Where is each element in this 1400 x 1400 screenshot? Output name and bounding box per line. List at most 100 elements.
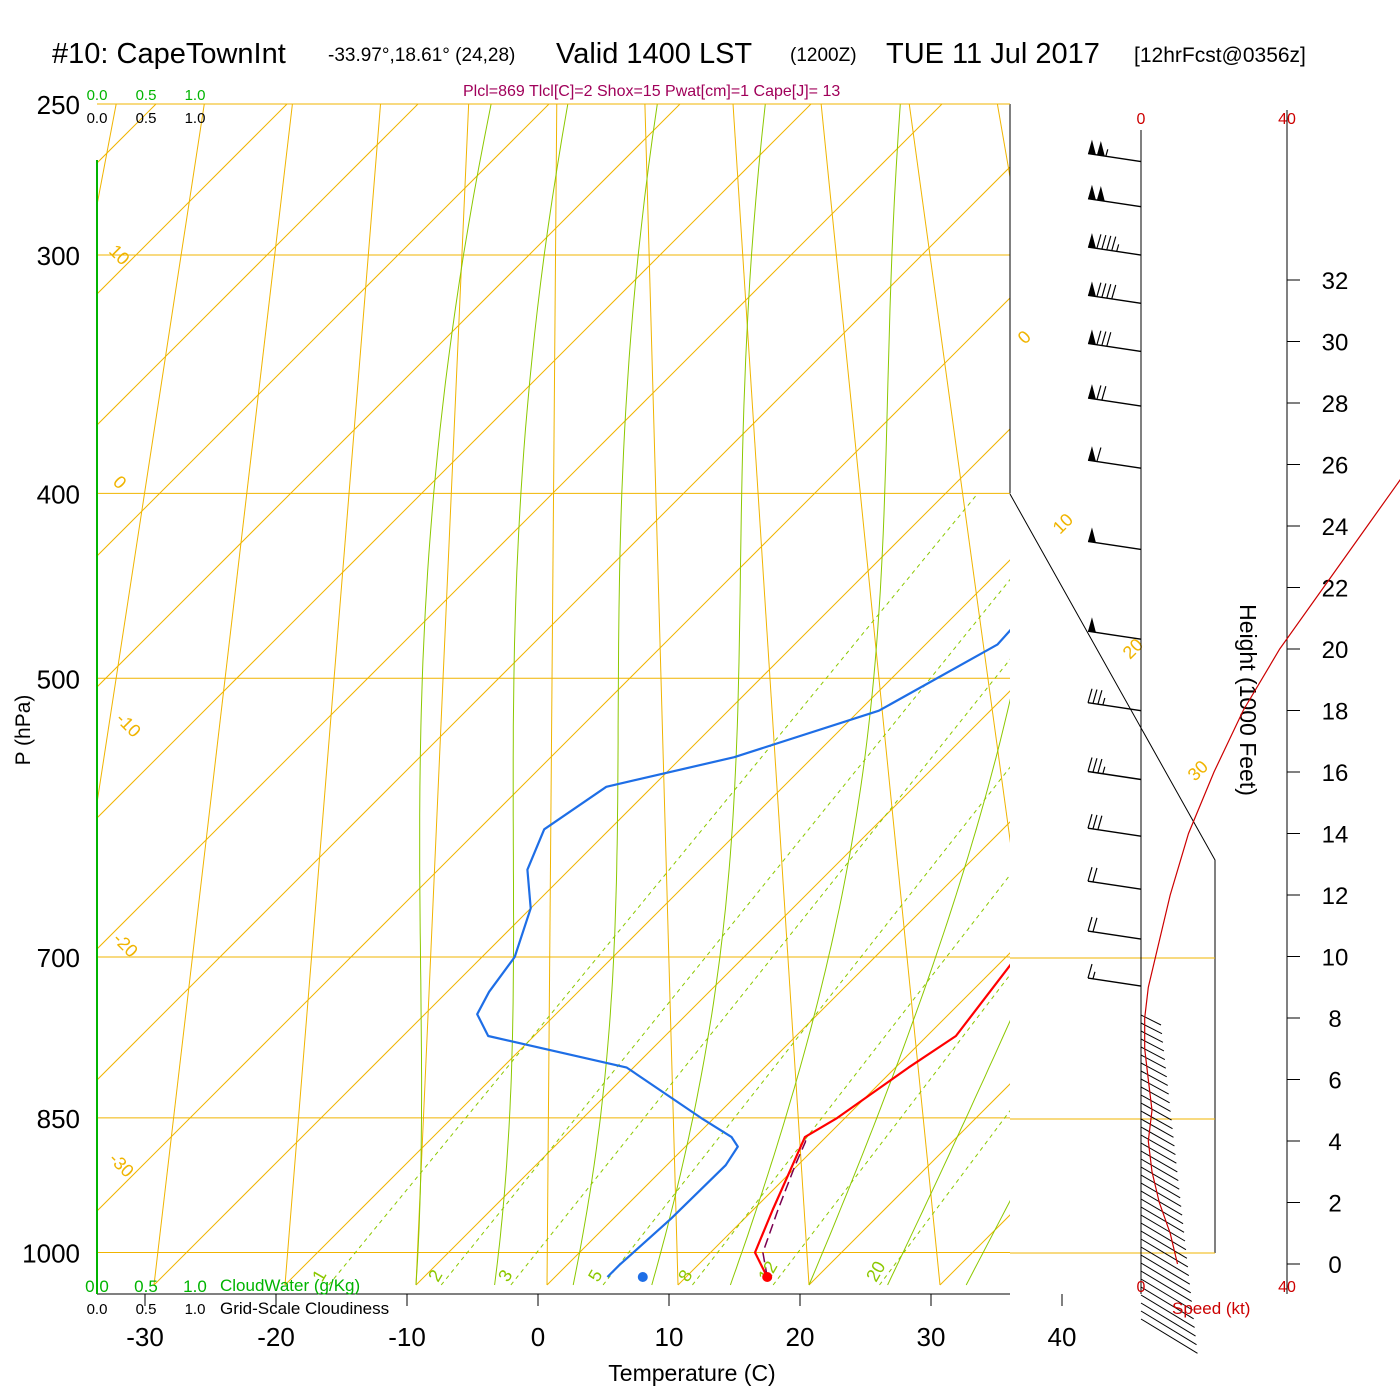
low-level-barb — [1140, 1262, 1192, 1294]
mixing-ratio-label: 20 — [862, 1258, 889, 1285]
dry-adiabat — [644, 104, 679, 1286]
low-level-barb — [1140, 1054, 1167, 1069]
cloudwater-tick-bottom: 0.0 — [85, 1277, 109, 1296]
temp-tick-label: 30 — [917, 1322, 946, 1352]
temp-tick-label: 40 — [1048, 1322, 1077, 1352]
cloudwater-tick-top: 0.0 — [87, 87, 108, 104]
wind-barb-pennant — [1088, 384, 1096, 400]
isotherm-label: 0 — [109, 472, 130, 493]
mixing-ratio-label: 5 — [584, 1266, 606, 1285]
dry-adiabat — [820, 104, 941, 1286]
moist-adiabat — [887, 1019, 1010, 1286]
panel-boundary — [1009, 493, 1216, 1253]
low-level-barb — [1140, 1318, 1198, 1354]
low-level-barb — [1140, 1246, 1190, 1276]
height-axis-label: Height (1000 Feet) — [1235, 604, 1261, 796]
low-level-barb — [1140, 1222, 1187, 1251]
low-level-barb — [1140, 1142, 1177, 1164]
isotherm-20 — [808, 1083, 1010, 1286]
wind-barb-flag — [1092, 814, 1098, 830]
pressure-tick-label: 850 — [37, 1104, 80, 1134]
height-tick-label: 24 — [1322, 514, 1349, 541]
wind-barb-flag — [1087, 867, 1093, 882]
wind-barb-flag — [1087, 688, 1093, 703]
low-level-barb — [1140, 1086, 1170, 1104]
surface-marker — [762, 1271, 773, 1282]
cloudwater-label: CloudWater (g/Kg) — [220, 1276, 360, 1295]
wind-barb-flag — [1087, 963, 1093, 979]
wind-barb-flag — [1092, 867, 1098, 883]
dry-adiabat — [284, 104, 382, 1286]
wind-barb-pennant — [1096, 140, 1105, 157]
dry-adiabat — [546, 104, 558, 1285]
low-level-barb — [1140, 1294, 1195, 1328]
low-level-barb — [1140, 1238, 1189, 1268]
wind-barb-flag — [1097, 758, 1103, 774]
isotherm--40 — [97, 297, 1010, 1212]
low-level-barb — [1140, 1270, 1192, 1302]
wind-barb-pennant — [1088, 139, 1096, 155]
height-tick-label: 16 — [1322, 760, 1349, 787]
cloudwater-tick-bottom: 1.0 — [183, 1277, 207, 1296]
pressure-tick-label: 1000 — [22, 1239, 80, 1269]
height-tick-label: 2 — [1328, 1191, 1341, 1218]
temp-tick-label: -20 — [257, 1322, 295, 1352]
wind-barb-pennant — [1088, 446, 1096, 462]
isotherm--80 — [97, 104, 681, 688]
pressure-tick-label: 500 — [37, 664, 80, 694]
wind-barb-flag — [1087, 757, 1093, 772]
mixing-ratio-line — [510, 658, 1010, 1286]
low-level-barb — [1140, 1126, 1175, 1147]
wind-barb-half — [1092, 971, 1096, 979]
moist-adiabat — [651, 104, 766, 1286]
wind-barb-flag — [1106, 332, 1112, 347]
low-level-barb — [1140, 1174, 1181, 1199]
low-level-barb — [1140, 1062, 1167, 1078]
dry-adiabat — [996, 104, 1010, 180]
isotherm--60 — [97, 104, 943, 950]
low-level-barb — [1140, 1078, 1169, 1095]
height-tick-label: 14 — [1322, 822, 1349, 849]
cloudwater-tick-top: 1.0 — [185, 87, 206, 104]
x-axis-label: Temperature (C) — [608, 1360, 775, 1386]
height-tick-label: 12 — [1322, 883, 1349, 910]
height-tick-label: 26 — [1322, 453, 1349, 480]
temp-tick-label: -30 — [126, 1322, 164, 1352]
wind-barb-staff — [1087, 540, 1142, 551]
low-level-barb — [1140, 1278, 1193, 1311]
moist-adiabat — [415, 104, 492, 1286]
height-tick-label: 32 — [1322, 268, 1349, 295]
low-level-barb — [1140, 1230, 1188, 1259]
dry-adiabat — [153, 104, 293, 1286]
low-level-barb — [1140, 1134, 1176, 1156]
isotherm--50 — [97, 166, 1010, 1081]
dry-adiabat — [415, 104, 470, 1286]
wind-barb-flag — [1097, 815, 1103, 830]
pressure-tick-label: 250 — [37, 90, 80, 120]
wind-barb-staff — [1087, 977, 1142, 987]
mixing-ratio-line — [328, 493, 979, 1286]
isotherm-label: -30 — [105, 1149, 138, 1182]
wind-barb-flag — [1092, 917, 1098, 932]
cloudiness-tick-bottom: 0.0 — [87, 1301, 108, 1318]
isotherm--100 — [97, 104, 419, 426]
wind-barb-pennant — [1088, 281, 1096, 297]
cloudiness-tick-bottom: 1.0 — [185, 1301, 206, 1318]
wind-barb-flag — [1101, 386, 1107, 401]
low-level-barb — [1140, 1070, 1168, 1086]
wind-barb-staff — [1087, 152, 1142, 163]
height-tick-label: 28 — [1322, 391, 1349, 418]
low-level-barb — [1140, 1158, 1179, 1181]
moist-adiabat — [729, 104, 901, 1286]
wind-barb-staff — [1087, 397, 1142, 407]
wind-barb-flag — [1096, 330, 1102, 345]
isotherm-label: 0 — [1014, 327, 1035, 348]
isotherm--90 — [97, 104, 550, 557]
dry-adiabat — [732, 104, 810, 1286]
low-level-barb — [1140, 1286, 1194, 1320]
wind-barb-flag — [1101, 234, 1107, 250]
moist-adiabat — [808, 698, 1010, 1286]
temp-tick-label: -10 — [388, 1322, 426, 1352]
height-tick-label: 6 — [1328, 1068, 1341, 1095]
